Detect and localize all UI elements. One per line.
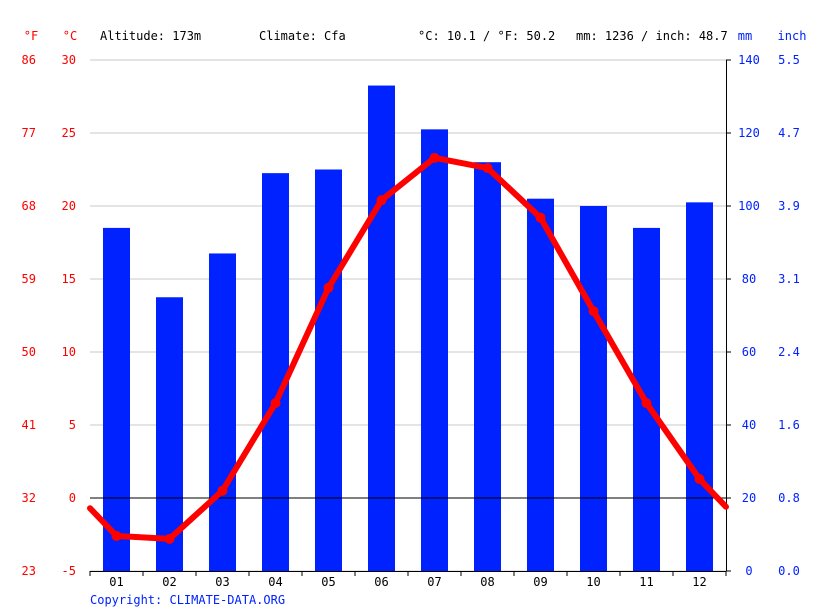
c-tick-label: 10 [62,345,76,359]
x-tick-label: 01 [109,575,123,589]
precip-bar-09 [527,198,554,571]
temperature-point-12 [694,474,705,485]
temperature-point-08 [482,163,493,174]
temperature-line [87,154,729,542]
f-tick-label: 23 [22,564,36,578]
mm-tick-label: 0 [745,564,752,578]
mm-tick-label: 100 [738,199,760,213]
x-tick-label: 12 [692,575,706,589]
precip-bar-02 [156,297,183,571]
precip-bar-12 [686,202,713,571]
x-tick-label: 02 [162,575,176,589]
c-tick-label: -5 [62,564,76,578]
inch-tick-label: 3.9 [778,199,800,213]
x-tick-label: 10 [586,575,600,589]
temperature-point-10 [588,306,599,317]
inch-tick-label: 2.4 [778,345,800,359]
temperature-point-07 [429,152,440,163]
temperature-point-03 [217,485,228,496]
f-tick-label: 59 [22,272,36,286]
x-tick-label: 06 [374,575,388,589]
inch-unit-label: inch [778,29,807,43]
inch-tick-label: 4.7 [778,126,800,140]
c-unit-label: °C [63,29,77,43]
f-tick-label: 77 [22,126,36,140]
f-tick-label: 68 [22,199,36,213]
c-tick-label: 20 [62,199,76,213]
temperature-point-02 [164,533,175,544]
inch-tick-label: 3.1 [778,272,800,286]
f-tick-label: 41 [22,418,36,432]
mm-tick-label: 20 [742,491,756,505]
c-tick-label: 25 [62,126,76,140]
precip-bar-05 [315,169,342,571]
climate-label: Climate: Cfa [259,29,346,43]
temperature-point-05 [323,282,334,293]
temperature-point-11 [641,398,652,409]
c-tick-label: 5 [69,418,76,432]
x-tick-label: 07 [427,575,441,589]
x-tick-label: 09 [533,575,547,589]
f-tick-label: 32 [22,491,36,505]
c-tick-label: 30 [62,53,76,67]
temp-average-label: °C: 10.1 / °F: 50.2 [418,29,555,43]
copyright-link[interactable]: Copyright: CLIMATE-DATA.ORG [90,593,285,607]
precip-bar-07 [421,129,448,571]
c-tick-label: 0 [69,491,76,505]
f-tick-label: 50 [22,345,36,359]
temperature-point-09 [535,212,546,223]
x-tick-label: 11 [639,575,653,589]
precip-average-label: mm: 1236 / inch: 48.7 [576,29,728,43]
x-tick-label: 04 [268,575,282,589]
precip-bar-06 [368,85,395,572]
inch-tick-label: 1.6 [778,418,800,432]
f-tick-label: 86 [22,53,36,67]
f-unit-label: °F [24,29,38,43]
mm-tick-label: 120 [738,126,760,140]
mm-tick-label: 60 [742,345,756,359]
mm-tick-label: 140 [738,53,760,67]
inch-tick-label: 0.0 [778,564,800,578]
precip-bar-04 [262,173,289,571]
mm-unit-label: mm [738,29,752,43]
temperature-point-01 [111,530,122,541]
temperature-point-06 [376,195,387,206]
temperature-point-04 [270,398,281,409]
x-tick-label: 05 [321,575,335,589]
altitude-label: Altitude: 173m [100,29,201,43]
inch-tick-label: 5.5 [778,53,800,67]
mm-tick-label: 40 [742,418,756,432]
precip-bar-08 [474,162,501,571]
precip-bar-01 [103,227,130,571]
x-tick-label: 08 [480,575,494,589]
inch-tick-label: 0.8 [778,491,800,505]
mm-tick-label: 80 [742,272,756,286]
precip-bar-10 [580,206,607,571]
c-tick-label: 15 [62,272,76,286]
x-tick-label: 03 [215,575,229,589]
precip-bar-03 [209,253,236,571]
